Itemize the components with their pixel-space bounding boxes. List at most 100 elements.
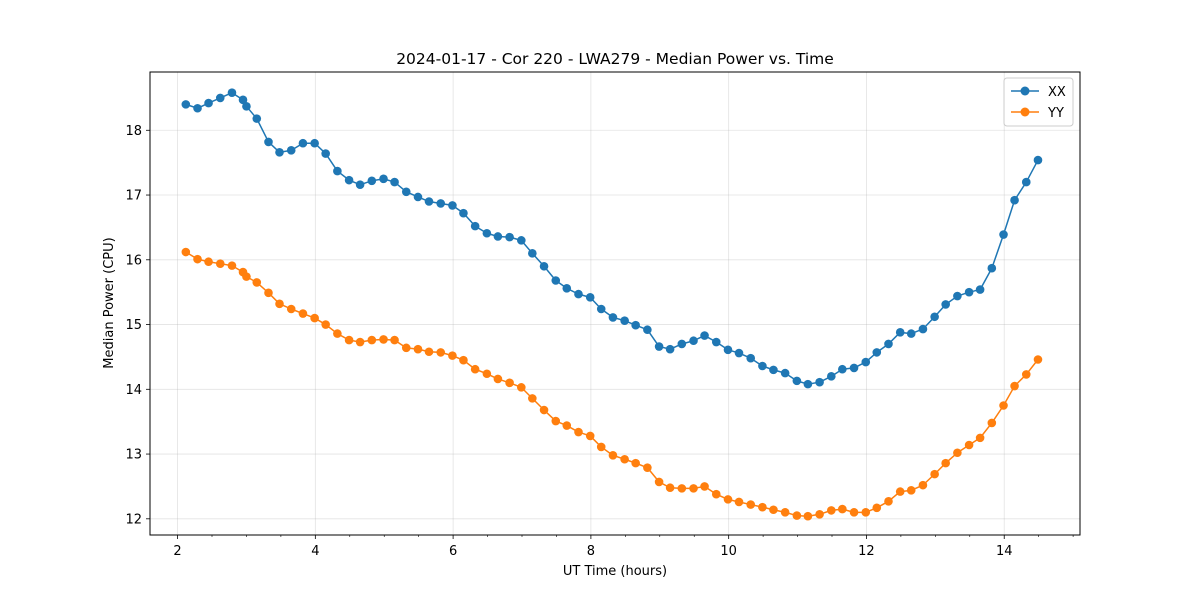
- y-axis-label: Median Power (CPU): [102, 237, 117, 368]
- data-point-xx: [1033, 155, 1043, 165]
- data-point-yy: [181, 247, 191, 257]
- series-xx: [181, 88, 1043, 389]
- data-point-yy: [528, 394, 537, 403]
- data-point-xx: [930, 312, 939, 322]
- data-point-xx: [310, 138, 319, 148]
- data-point-yy: [344, 335, 354, 345]
- data-point-yy: [470, 364, 480, 374]
- data-point-yy: [390, 335, 399, 345]
- data-point-xx: [677, 339, 687, 349]
- data-point-xx: [424, 197, 434, 206]
- legend-marker-yy: [1020, 107, 1030, 117]
- data-point-yy: [849, 508, 859, 517]
- series-yy: [181, 247, 1043, 521]
- data-point-yy: [654, 477, 664, 487]
- data-point-yy: [355, 337, 365, 347]
- data-point-xx: [918, 324, 928, 334]
- data-point-yy: [723, 495, 733, 504]
- data-point-xx: [390, 177, 399, 187]
- data-point-xx: [470, 221, 480, 231]
- data-point-yy: [918, 480, 928, 490]
- data-point-xx: [827, 372, 836, 381]
- data-point-yy: [700, 482, 709, 491]
- y-tick-label: 15: [125, 318, 142, 333]
- data-point-xx: [780, 368, 790, 378]
- data-point-xx: [517, 236, 526, 245]
- data-point-yy: [298, 309, 308, 318]
- y-tick-label: 17: [125, 189, 142, 204]
- data-point-yy: [758, 502, 767, 512]
- data-point-xx: [505, 232, 514, 242]
- data-point-yy: [906, 486, 916, 495]
- data-point-yy: [689, 484, 698, 493]
- legend-label-yy: YY: [1047, 106, 1064, 121]
- data-point-yy: [665, 483, 675, 493]
- data-point-yy: [631, 458, 640, 468]
- data-point-xx: [551, 276, 561, 285]
- data-point-yy: [838, 504, 847, 514]
- data-point-yy: [227, 261, 237, 270]
- x-tick-label: 12: [858, 544, 875, 559]
- data-point-xx: [401, 187, 411, 197]
- data-point-yy: [310, 313, 319, 323]
- data-point-yy: [780, 508, 790, 517]
- data-point-xx: [769, 365, 778, 375]
- data-point-xx: [941, 300, 950, 309]
- data-point-xx: [275, 148, 284, 157]
- y-tick-label: 16: [125, 253, 142, 268]
- data-point-yy: [792, 511, 802, 520]
- data-point-xx: [700, 331, 709, 340]
- data-point-xx: [539, 261, 549, 271]
- data-point-xx: [436, 199, 446, 208]
- data-point-yy: [987, 418, 997, 428]
- data-point-yy: [815, 509, 824, 519]
- data-point-yy: [585, 431, 595, 441]
- legend-marker-xx: [1020, 86, 1030, 96]
- data-point-xx: [803, 379, 813, 389]
- series-line-xx: [185, 91, 1039, 385]
- data-point-yy: [367, 335, 377, 345]
- data-point-yy: [872, 503, 882, 513]
- x-axis-label: UT Time (hours): [563, 564, 667, 579]
- data-point-yy: [643, 463, 652, 472]
- data-point-xx: [242, 102, 251, 111]
- data-point-xx: [838, 364, 847, 374]
- data-point-yy: [493, 374, 503, 384]
- plot-frame: [149, 71, 1081, 536]
- data-point-xx: [355, 180, 365, 189]
- data-point-yy: [574, 427, 583, 437]
- data-point-yy: [964, 440, 974, 450]
- data-point-xx: [574, 289, 583, 299]
- data-point-yy: [204, 257, 213, 267]
- data-point-yy: [275, 299, 284, 309]
- data-point-xx: [953, 291, 962, 301]
- data-point-yy: [620, 454, 629, 464]
- data-point-yy: [482, 369, 492, 379]
- data-point-xx: [723, 345, 733, 355]
- data-point-yy: [1033, 355, 1043, 364]
- data-point-xx: [734, 348, 744, 358]
- data-point-xx: [482, 228, 492, 238]
- data-point-yy: [448, 351, 457, 360]
- data-point-yy: [459, 355, 468, 365]
- x-tick-label: 2: [173, 544, 181, 559]
- data-point-yy: [215, 259, 225, 268]
- data-point-xx: [861, 357, 871, 367]
- data-point-xx: [238, 95, 248, 105]
- data-point-xx: [884, 339, 893, 349]
- data-point-yy: [746, 500, 756, 509]
- data-point-xx: [654, 342, 664, 351]
- grid-lines: [150, 72, 1080, 535]
- x-tick-label: 6: [449, 544, 457, 559]
- data-point-xx: [585, 293, 595, 302]
- data-point-yy: [505, 378, 514, 388]
- data-point-yy: [803, 511, 813, 521]
- data-point-yy: [608, 451, 618, 460]
- data-point-xx: [643, 325, 652, 335]
- series-line-yy: [185, 251, 1039, 517]
- data-point-xx: [286, 146, 296, 155]
- data-point-xx: [711, 337, 721, 347]
- data-point-yy: [677, 484, 687, 493]
- data-point-xx: [746, 353, 756, 363]
